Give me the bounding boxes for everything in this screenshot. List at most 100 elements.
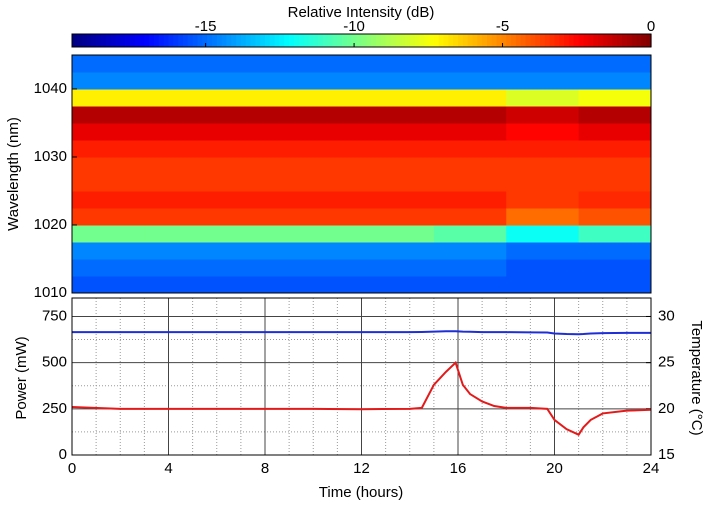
heatmap-cell	[216, 157, 290, 175]
y2-tick-label: 20	[658, 400, 675, 417]
colorbar-segment	[86, 34, 92, 47]
heatmap-cell	[216, 225, 290, 243]
y-tick-label: 1040	[34, 80, 67, 97]
colorbar-segment	[631, 34, 638, 47]
heatmap-cell	[144, 89, 218, 107]
series-line	[72, 330, 651, 336]
colorbar-segment	[173, 34, 179, 47]
heatmap-cell	[506, 276, 580, 294]
colorbar-segment	[332, 34, 338, 47]
heatmap-cell	[72, 106, 145, 124]
colorbar-tick-label: -5	[496, 18, 509, 35]
heatmap-cell	[578, 174, 652, 192]
heatmap-cell	[506, 89, 580, 107]
colorbar-segment	[506, 34, 512, 47]
colorbar-segment	[597, 34, 604, 47]
colorbar-segment	[472, 34, 478, 47]
heatmap-cell	[72, 174, 145, 192]
heatmap-cell	[433, 106, 507, 124]
colorbar-segment	[236, 34, 242, 47]
heatmap-cell	[578, 157, 652, 175]
heatmap-cell	[433, 140, 507, 158]
colorbar-segment	[322, 34, 329, 47]
heatmap-cell	[506, 55, 580, 73]
colorbar-segment	[284, 34, 290, 47]
colorbar-segment	[125, 34, 131, 47]
heatmap-cell	[144, 191, 218, 209]
colorbar-segment	[626, 34, 633, 47]
colorbar-segment	[602, 34, 609, 47]
heatmap-cell	[361, 174, 435, 192]
colorbar-segment	[530, 34, 536, 47]
heatmap-cell	[72, 208, 145, 226]
series-line	[71, 360, 652, 436]
colorbar-segment	[448, 34, 454, 47]
heatmap-cell	[216, 106, 290, 124]
colorbar-segment	[486, 34, 493, 47]
colorbar-segment	[371, 34, 377, 47]
colorbar-segment	[390, 34, 396, 47]
colorbar-segment	[458, 34, 464, 47]
colorbar-segment	[72, 34, 78, 47]
colorbar-segment	[163, 34, 170, 47]
heatmap-cell	[144, 208, 218, 226]
colorbar-segment	[583, 34, 589, 47]
heatmap-cell	[361, 106, 435, 124]
colorbar-segment	[149, 34, 155, 47]
heatmap-cell	[361, 242, 435, 260]
y-tick-label: 750	[42, 307, 67, 324]
colorbar-segment	[192, 34, 199, 47]
colorbar-segment	[573, 34, 580, 47]
colorbar-segment	[269, 34, 276, 47]
colorbar-segment	[168, 34, 174, 47]
colorbar-segment	[467, 34, 474, 47]
heatmap-cell	[72, 242, 145, 260]
colorbar-segment	[641, 34, 647, 47]
heatmap-cell	[289, 208, 362, 226]
heatmap-cell	[144, 106, 218, 124]
heatmap-cell	[361, 208, 435, 226]
colorbar-segment	[221, 34, 227, 47]
colorbar-segment	[520, 34, 527, 47]
heatmap-cell	[216, 276, 290, 294]
y2-tick-label: 25	[658, 354, 675, 371]
colorbar-segment	[395, 34, 401, 47]
heatmap-cell	[144, 55, 218, 73]
colorbar-tick-label: -10	[343, 18, 365, 35]
colorbar-segment	[515, 34, 522, 47]
y-tick-label: 0	[59, 446, 67, 463]
heatmap-cell	[433, 242, 507, 260]
heatmap-cell	[216, 140, 290, 158]
colorbar-segment	[477, 34, 483, 47]
colorbar-segment	[385, 34, 392, 47]
heatmap-cell	[216, 174, 290, 192]
colorbar-segment	[154, 34, 160, 47]
colorbar-segment	[404, 34, 411, 47]
heatmap-cell	[289, 55, 362, 73]
heatmap-cell	[289, 276, 362, 294]
heatmap-cell	[506, 123, 580, 141]
heatmap-cell	[506, 242, 580, 260]
colorbar-segment	[211, 34, 218, 47]
heatmap-cell	[144, 123, 218, 141]
colorbar-segment	[438, 34, 445, 47]
colorbar-segment	[380, 34, 387, 47]
colorbar-segment	[129, 34, 136, 47]
colorbar-segment	[607, 34, 613, 47]
colorbar-segment	[91, 34, 97, 47]
heatmap-cell	[361, 191, 435, 209]
heatmap-cell	[506, 225, 580, 243]
x-tick-label: 24	[643, 460, 660, 477]
colorbar-segment	[337, 34, 343, 47]
colorbar-segment	[298, 34, 305, 47]
heatmap-cell	[578, 106, 652, 124]
heatmap-cell	[361, 72, 435, 90]
colorbar-segment	[429, 34, 435, 47]
heatmap-cell	[144, 259, 218, 277]
heatmap-cell	[216, 89, 290, 107]
colorbar-segment	[617, 34, 623, 47]
colorbar-title: Relative Intensity (dB)	[288, 4, 435, 21]
heatmap-cell	[72, 140, 145, 158]
colorbar-segment	[100, 34, 107, 47]
